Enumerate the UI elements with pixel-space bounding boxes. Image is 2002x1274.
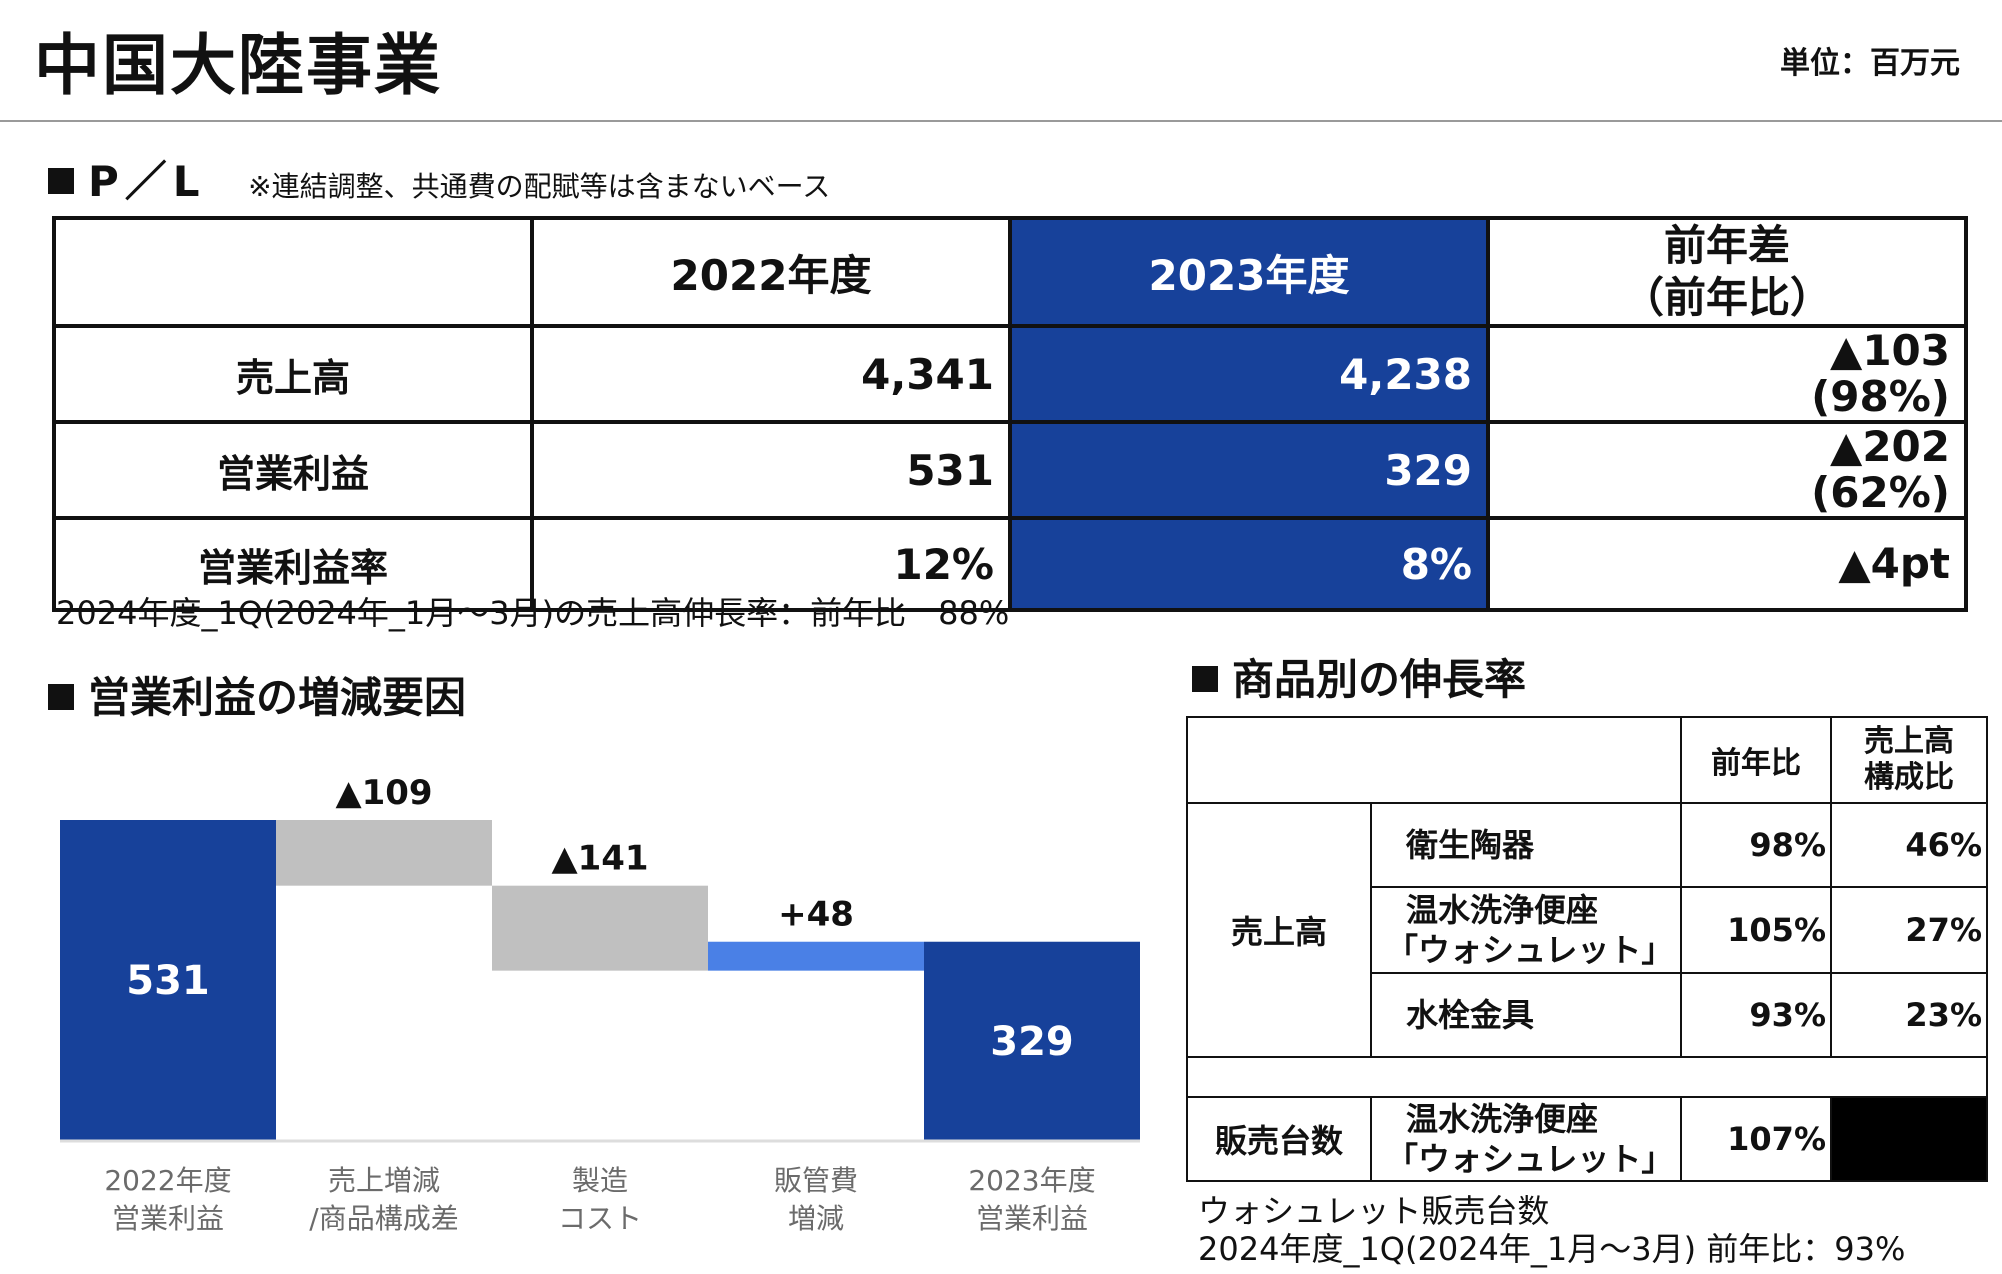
- square-bullet-icon: [48, 167, 74, 194]
- table-row: 水栓金具 93% 23%: [1187, 972, 1988, 1058]
- category-label: 売上増減: [328, 1164, 440, 1197]
- value-2022: 531: [530, 420, 1012, 520]
- product-heading: 商品別の伸長率: [1192, 646, 1526, 707]
- pl-table: 2022年度 2023年度 前年差 （前年比） 売上高 4,341 4,238 …: [52, 216, 1968, 612]
- product-yoy: 98%: [1680, 802, 1832, 888]
- product-name: 水栓金具: [1370, 972, 1682, 1058]
- product-name-line1: 温水洗浄便座: [1406, 891, 1599, 929]
- washlet-note: ウォシュレット販売台数 2024年度_1Q(2024年_1月～3月) 前年比：9…: [1198, 1192, 1905, 1268]
- table-row: 温水洗浄便座 「ウォシュレット」 105% 27%: [1187, 886, 1988, 974]
- product-heading-text: 商品別の伸長率: [1232, 655, 1527, 704]
- product-share: 46%: [1830, 802, 1988, 888]
- category-label: コスト: [558, 1202, 642, 1235]
- pl-note: ※連結調整、共通費の配賦等は含まないベース: [248, 170, 831, 203]
- pl-corner-cell: [52, 216, 534, 328]
- waterfall-heading-text: 営業利益の増減要因: [88, 673, 467, 722]
- product-name-line2: 「ウォシュレット」: [1386, 931, 1674, 969]
- table-row: 売上高 4,341 4,238 ▲103 (98%): [52, 324, 1968, 424]
- product-share: 23%: [1830, 972, 1988, 1058]
- product-yoy: 107%: [1680, 1096, 1832, 1182]
- value-2022: 4,341: [530, 324, 1012, 424]
- waterfall-heading: 営業利益の増減要因: [48, 664, 466, 725]
- pl-col-diff-line2: （前年比）: [1621, 273, 1832, 322]
- row-label: 売上高: [52, 324, 534, 424]
- pl-col-2023: 2023年度: [1008, 216, 1490, 328]
- bar-3: [708, 941, 924, 971]
- table-row: 販売台数 温水洗浄便座 「ウォシュレット」 107%: [1186, 1096, 1988, 1182]
- data-label: 329: [990, 1019, 1074, 1065]
- col-share-line1: 売上高: [1864, 724, 1954, 759]
- category-label: /商品構成差: [309, 1202, 458, 1235]
- unit-label: 単位：百万元: [1780, 46, 1960, 81]
- product-corner-cell: [1186, 716, 1682, 804]
- bar-4: [924, 941, 1140, 1140]
- category-label: 営業利益: [112, 1202, 224, 1235]
- row-label: 営業利益率: [52, 516, 534, 612]
- value-2023: 329: [1008, 420, 1490, 520]
- product-name: 衛生陶器: [1370, 802, 1682, 888]
- bar-2: [492, 885, 708, 971]
- product-yoy: 105%: [1680, 886, 1832, 974]
- header-divider: [0, 120, 2002, 122]
- product-share: 27%: [1830, 886, 1988, 974]
- sales-group-label: 売上高: [1186, 802, 1372, 1058]
- col-yoy: 前年比: [1680, 716, 1832, 804]
- diff-value: ▲103: [1830, 326, 1950, 375]
- product-name: 温水洗浄便座 「ウォシュレット」: [1370, 1096, 1682, 1182]
- category-label: 製造: [572, 1164, 628, 1197]
- page-title: 中国大陸事業: [34, 27, 442, 104]
- table-row: 売上高 衛生陶器 98% 46%: [1186, 802, 1988, 1058]
- data-label: 531: [126, 958, 210, 1004]
- col-share-line2: 構成比: [1864, 760, 1954, 795]
- row-label: 営業利益: [52, 420, 534, 520]
- ratio-value: (62%): [1811, 468, 1950, 517]
- value-2023: 8%: [1008, 516, 1490, 612]
- value-2023: 4,238: [1008, 324, 1490, 424]
- pl-header-row: 2022年度 2023年度 前年差 （前年比）: [52, 216, 1968, 328]
- product-name: 温水洗浄便座 「ウォシュレット」: [1370, 886, 1682, 974]
- data-label: ▲141: [551, 839, 648, 879]
- category-label: 営業利益: [976, 1202, 1088, 1235]
- product-name-line2: 「ウォシュレット」: [1386, 1140, 1674, 1178]
- pl-heading: P／L ※連結調整、共通費の配賦等は含まないベース: [48, 148, 830, 209]
- category-label: 2022年度: [104, 1164, 231, 1197]
- waterfall-chart: 5312022年度営業利益▲109売上増減/商品構成差▲141製造コスト+48販…: [60, 773, 1140, 1235]
- product-name-line1: 温水洗浄便座: [1406, 1100, 1599, 1138]
- spacer-cell: [1186, 1056, 1988, 1098]
- diff-value: ▲202: [1830, 422, 1950, 471]
- product-yoy: 93%: [1680, 972, 1832, 1058]
- category-label: 販管費: [774, 1164, 858, 1197]
- pl-col-2022: 2022年度: [530, 216, 1012, 328]
- square-bullet-icon: [1192, 665, 1218, 692]
- washlet-note-line1: ウォシュレット販売台数: [1198, 1192, 1550, 1230]
- pl-heading-text: P／L: [88, 157, 206, 206]
- bar-1: [276, 820, 492, 886]
- diff-value: ▲4pt: [1486, 516, 1968, 612]
- diff-cell: ▲103 (98%): [1486, 324, 1968, 424]
- units-group-label: 販売台数: [1186, 1096, 1372, 1182]
- diff-cell: ▲202 (62%): [1486, 420, 1968, 520]
- redacted-cell: [1830, 1096, 1988, 1182]
- ratio-value: (98%): [1811, 372, 1950, 421]
- pl-col-diff-line1: 前年差: [1663, 221, 1790, 270]
- spacer-row: [1186, 1056, 1988, 1098]
- category-label: 増減: [788, 1202, 844, 1235]
- data-label: +48: [778, 895, 854, 935]
- data-label: ▲109: [335, 773, 432, 813]
- square-bullet-icon: [48, 683, 74, 710]
- table-row: 営業利益率 12% 8% ▲4pt: [52, 516, 1968, 612]
- pl-col-diff: 前年差 （前年比）: [1486, 216, 1968, 328]
- product-table: 前年比 売上高 構成比 売上高 衛生陶器 98% 46% 温水洗浄便座 「ウォシ…: [1186, 716, 1988, 1182]
- category-label: 2023年度: [968, 1164, 1095, 1197]
- value-2022: 12%: [530, 516, 1012, 612]
- washlet-note-line2: 2024年度_1Q(2024年_1月～3月) 前年比：93%: [1198, 1230, 1906, 1268]
- col-share: 売上高 構成比: [1830, 716, 1988, 804]
- table-row: 営業利益 531 329 ▲202 (62%): [52, 420, 1968, 520]
- product-header-row: 前年比 売上高 構成比: [1186, 716, 1988, 804]
- bar-0: [60, 820, 276, 1140]
- pl-footnote: 2024年度_1Q(2024年_1月～3月)の売上高伸長率：前年比 88%: [56, 594, 1010, 632]
